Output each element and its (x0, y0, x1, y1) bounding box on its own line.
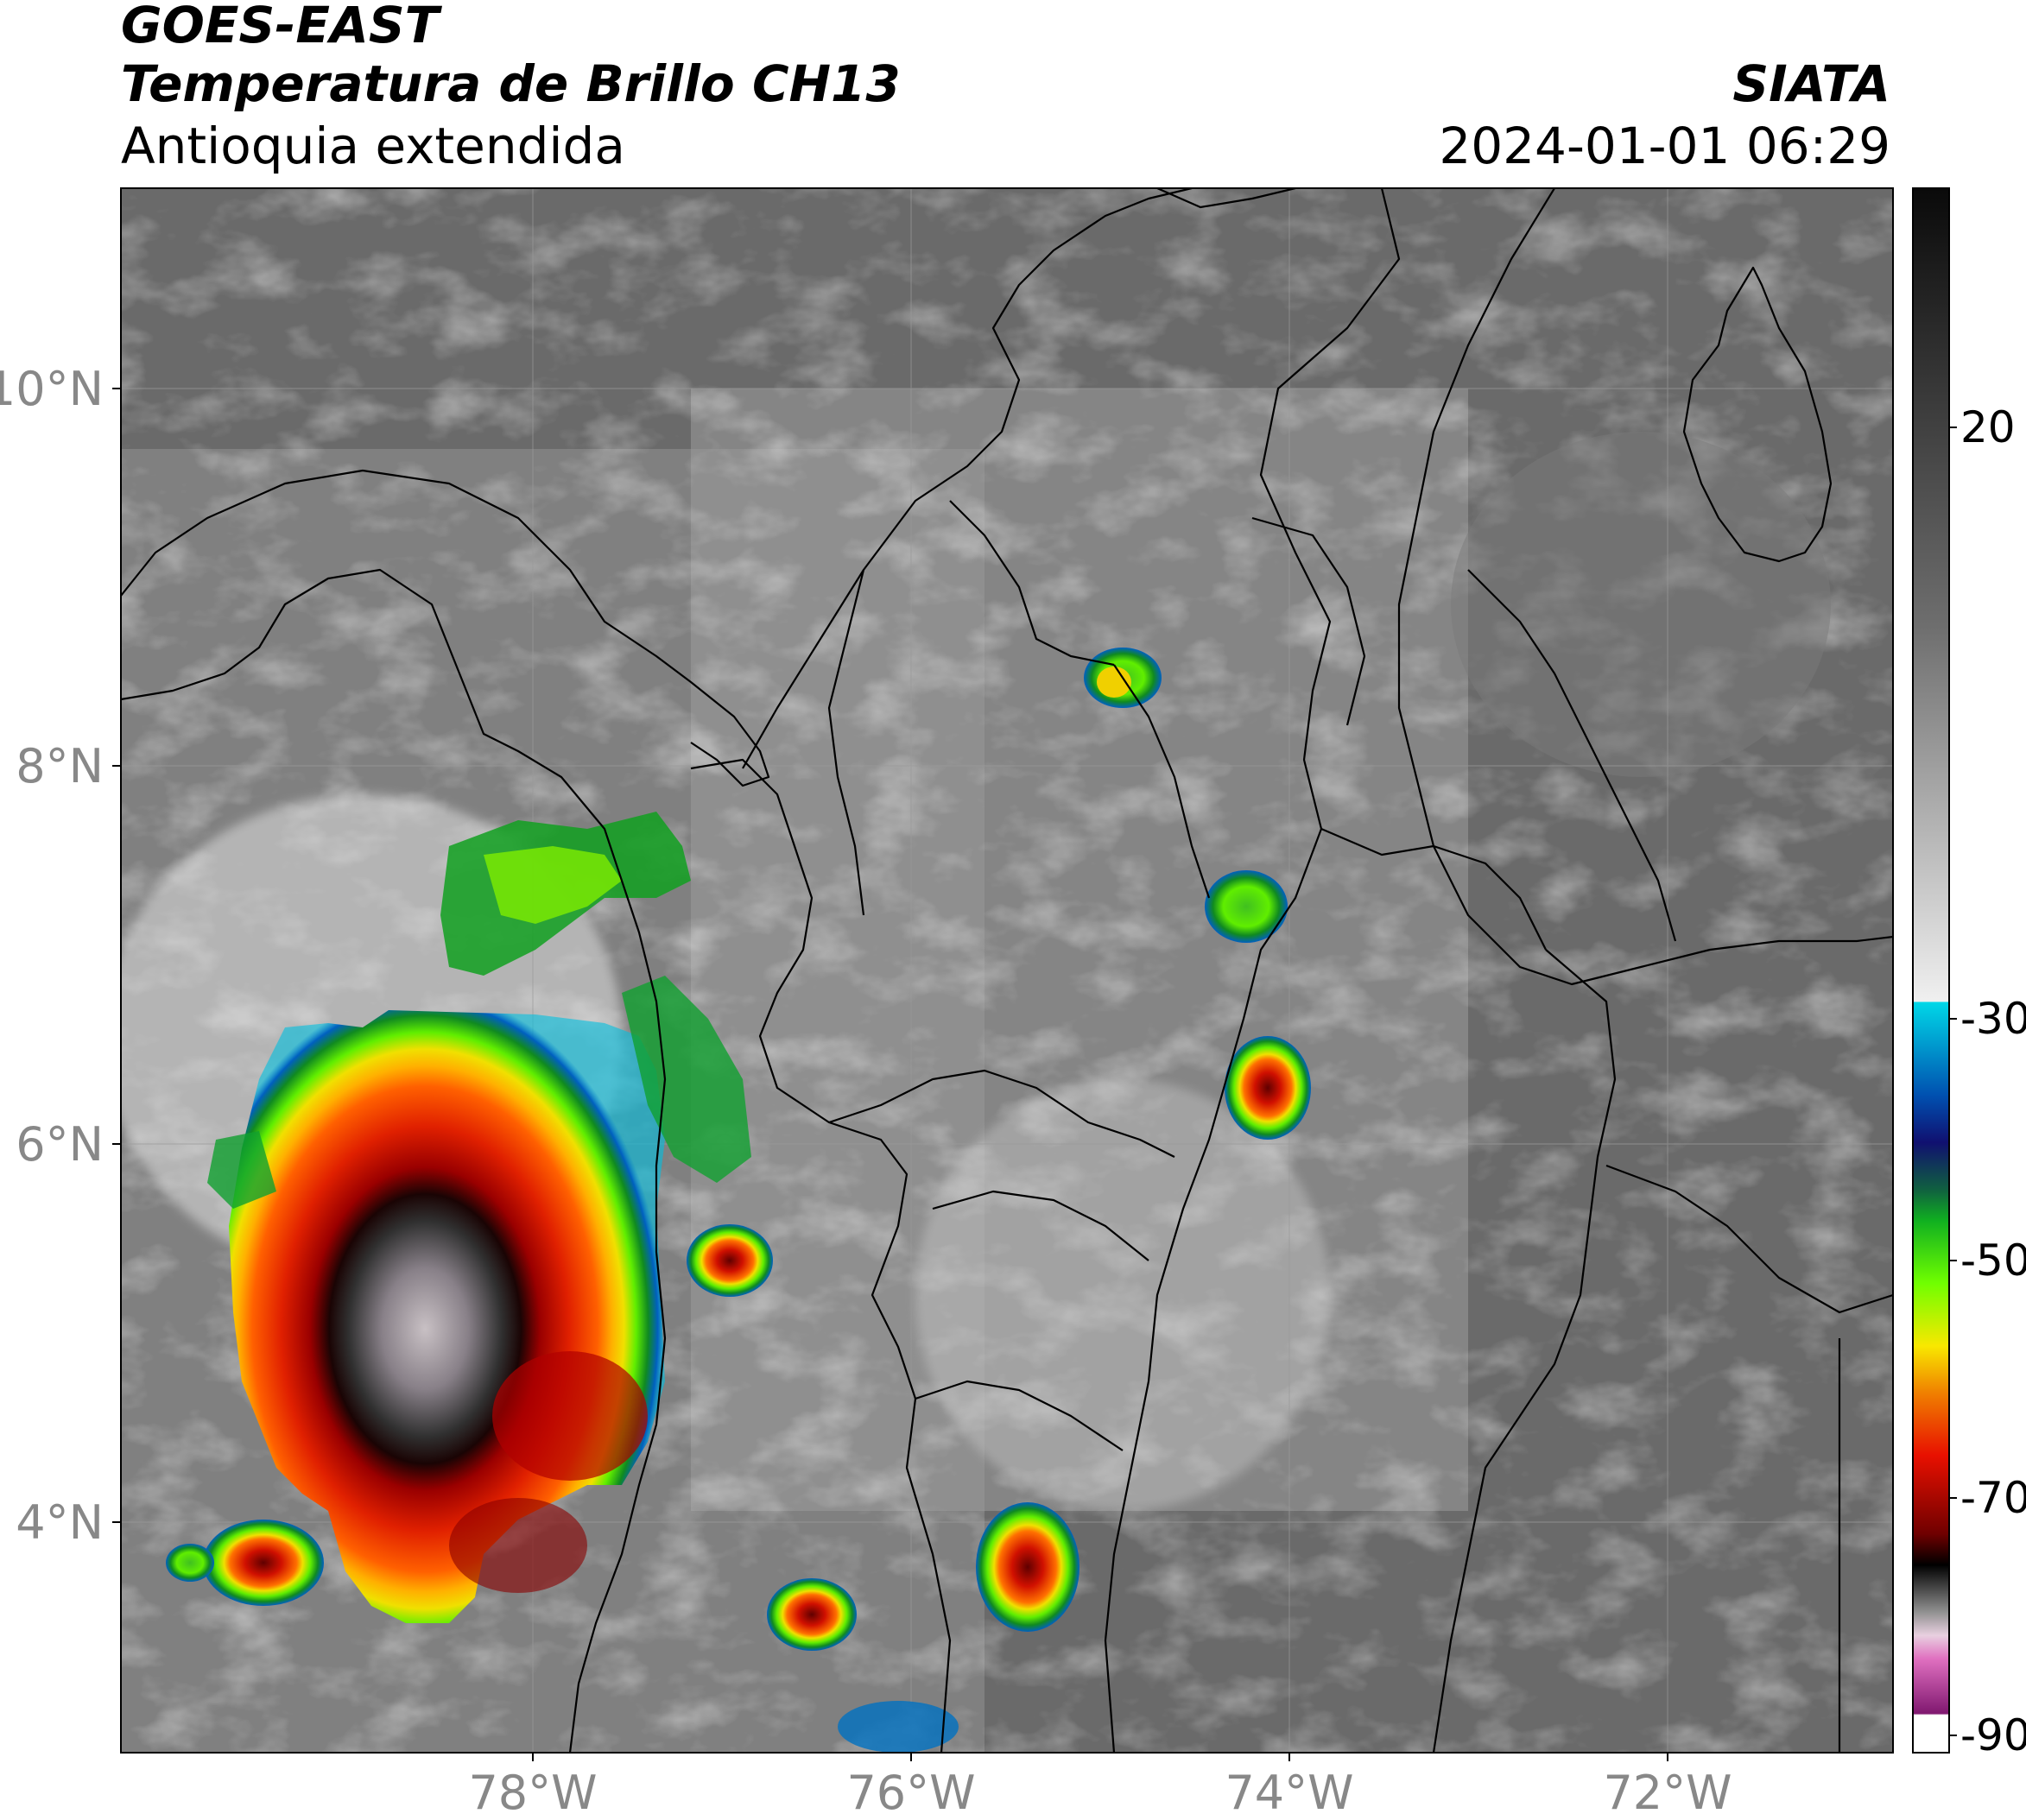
colorbar-tick-label: -90 (1960, 1710, 2026, 1760)
colorbar (1912, 187, 1950, 1754)
lat-label: 10°N (0, 362, 104, 416)
map-frame (120, 187, 1894, 1754)
timestamp: 2024-01-01 06:29 (1439, 117, 1890, 175)
storm-cell-antioquia-east (1205, 870, 1288, 943)
lon-label: 76°W (846, 1766, 976, 1820)
lon-label: 74°W (1225, 1766, 1354, 1820)
colorbar-tick-label: -50 (1960, 1235, 2026, 1286)
storm-cell-choco (767, 1578, 857, 1651)
storm-cell-valle (976, 1502, 1079, 1632)
storm-cell-east-coast (687, 1224, 773, 1297)
product-title: Temperatura de Brillo CH13 (121, 54, 901, 113)
satellite-title: GOES-EAST (121, 0, 440, 54)
storm-cell-south-west (203, 1520, 324, 1606)
brand-label: SIATA (1732, 54, 1890, 113)
lat-label: 6°N (16, 1117, 104, 1172)
lat-label: 8°N (16, 739, 104, 793)
lat-label: 4°N (16, 1495, 104, 1550)
storm-cell-magdalena (1225, 1036, 1311, 1140)
region-subtitle: Antioquia extendida (121, 117, 625, 175)
lon-label: 78°W (468, 1766, 598, 1820)
colorbar-tick-label: -70 (1960, 1473, 2026, 1523)
colorbar-tick-label: -30 (1960, 994, 2026, 1044)
colorbar-tick-label: 20 (1960, 402, 2016, 452)
lon-label: 72°W (1603, 1766, 1732, 1820)
